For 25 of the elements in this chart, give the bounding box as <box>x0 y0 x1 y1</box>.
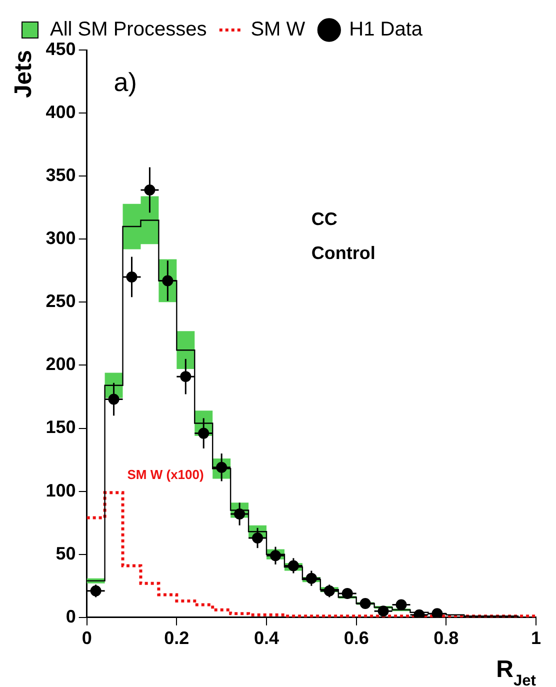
y-tick-label: 200 <box>46 354 76 374</box>
y-tick-label: 0 <box>66 606 76 626</box>
y-tick-label: 150 <box>46 417 76 438</box>
y-tick-label: 400 <box>46 102 76 122</box>
y-axis-title: Jets <box>10 50 38 98</box>
x-tick-label: 0.2 <box>164 628 190 648</box>
y-tick-label: 450 <box>46 38 76 59</box>
legend-label: SM W <box>250 18 306 41</box>
legend-label: All SM Processes <box>50 18 207 41</box>
annotation: a) <box>114 67 137 98</box>
x-tick-label: 0.4 <box>254 628 280 648</box>
y-tick-label: 250 <box>46 291 76 312</box>
y-tick-label: 300 <box>46 228 76 248</box>
annotation: SM W (x100) <box>127 467 204 482</box>
x-tick-label: 1 <box>530 628 542 648</box>
y-tick-label: 50 <box>56 543 76 564</box>
x-tick-label: 0.8 <box>434 628 459 648</box>
annotation: CC <box>311 209 338 230</box>
x-tick-label: 0 <box>82 628 92 648</box>
legend-label: H1 Data <box>349 18 424 41</box>
point <box>432 608 443 618</box>
annotation: Control <box>311 243 376 264</box>
y-tick-label: 100 <box>46 480 76 500</box>
x-tick-label: 0.6 <box>344 628 369 648</box>
y-tick-label: 350 <box>46 165 76 186</box>
